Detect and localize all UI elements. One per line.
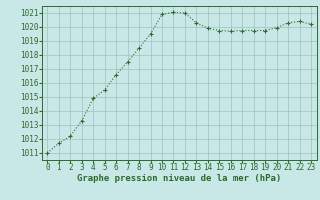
X-axis label: Graphe pression niveau de la mer (hPa): Graphe pression niveau de la mer (hPa) [77, 174, 281, 183]
